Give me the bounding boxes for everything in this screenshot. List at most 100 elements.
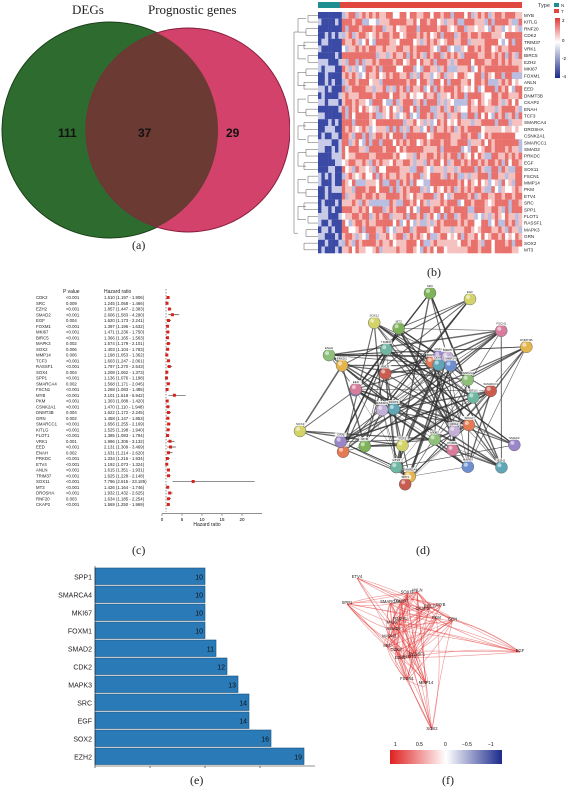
heatmap-cell [511, 192, 516, 200]
heatmap-cell [399, 125, 404, 133]
heatmap-cell [511, 99, 516, 106]
heatmap-cell [443, 226, 448, 234]
heatmap-cell [331, 192, 336, 200]
heatmap-cell [457, 166, 461, 173]
ppi-edge [396, 444, 515, 468]
heatmap-cell [488, 139, 492, 147]
heatmap-cell [386, 219, 390, 227]
heatmap-cell [474, 52, 478, 59]
ppi-node-highlight [426, 289, 430, 293]
heatmap-cell [454, 92, 458, 100]
heatmap-cell [358, 166, 363, 173]
heatmap-cell [430, 199, 434, 207]
corr-node-label: SOX2 [426, 726, 438, 731]
forest-hr-text: 1.656 (1.255 - 2.169) [104, 422, 145, 427]
heatmap-cell [508, 119, 512, 126]
heatmap-cell [341, 152, 346, 160]
heatmap-cell [409, 166, 414, 173]
heatmap-cell [460, 58, 465, 66]
heatmap-cell [498, 226, 502, 234]
heatmap-cell [324, 18, 329, 26]
heatmap-gene-label: PRKDC [524, 154, 541, 159]
heatmap-cell [372, 38, 376, 46]
ppi-node-highlight [360, 442, 365, 447]
heatmap-cell [423, 246, 427, 254]
heatmap-cell [372, 213, 376, 220]
ppi-node-circle [461, 460, 475, 473]
corr-node-label: SPP1 [342, 600, 353, 605]
heatmap-cell [474, 239, 478, 247]
heatmap-cell [440, 233, 444, 240]
heatmap-cell [508, 246, 512, 254]
heatmap-cell [321, 146, 325, 153]
heatmap-cell [450, 213, 455, 220]
heatmap-cell [328, 159, 332, 167]
heatmap-cell [338, 85, 342, 93]
bar-category-label: SMARCA4 [58, 592, 92, 599]
heatmap-cell [464, 213, 468, 220]
heatmap-cell [508, 38, 512, 46]
heatmap-cell [382, 246, 387, 254]
heatmap-cell [409, 72, 414, 80]
heatmap-cell [355, 52, 359, 59]
heatmap-cell [399, 159, 404, 167]
heatmap-cell [447, 139, 451, 147]
heatmap-cell [440, 65, 444, 73]
heatmap-cell [447, 152, 451, 160]
heatmap-cell [365, 25, 370, 33]
heatmap-cell [498, 206, 502, 214]
corr-edge [392, 591, 418, 624]
heatmap-cell [355, 125, 359, 133]
heatmap-cell [501, 125, 506, 133]
heatmap-cell [423, 38, 427, 46]
heatmap-cell [433, 25, 438, 33]
heatmap-cell [392, 206, 397, 214]
heatmap-cell [471, 132, 475, 140]
heatmap-cell [406, 72, 410, 80]
heatmap-cell [501, 65, 506, 73]
heatmap-cell [498, 65, 502, 73]
heatmap-cell [386, 159, 390, 167]
heatmap-cell [386, 125, 390, 133]
heatmap-cell [352, 18, 356, 26]
heatmap-cell [511, 125, 516, 133]
heatmap-cell [365, 186, 370, 193]
heatmap-cells [318, 12, 523, 254]
heatmap-cell [447, 213, 451, 220]
heatmap-cell [474, 119, 478, 126]
heatmap-cell [318, 186, 322, 193]
heatmap-gene-label: CSNK2A1 [524, 134, 545, 139]
heatmap-cell [416, 233, 421, 240]
heatmap-cell [457, 186, 461, 193]
heatmap-cell [386, 92, 390, 100]
heatmap-cell [348, 139, 353, 147]
heatmap-cell [352, 206, 356, 214]
forest-point [166, 405, 170, 409]
ppi-edge [299, 389, 356, 432]
forest-point [166, 411, 170, 414]
heatmap-cell [450, 159, 455, 167]
heatmap-cell [328, 25, 332, 33]
heatmap-cell [437, 206, 441, 214]
heatmap-cell [352, 139, 356, 147]
heatmap-cell [386, 72, 390, 80]
corr-edge [388, 591, 418, 638]
heatmap-cell [372, 32, 376, 39]
heatmap-cell [413, 246, 417, 254]
heatmap-cell [375, 213, 380, 220]
heatmap-cell [515, 18, 519, 26]
corr-node-label: GRN [448, 616, 457, 621]
heatmap-cell [501, 112, 506, 120]
heatmap-cell [474, 199, 478, 207]
heatmap-cell [409, 246, 414, 254]
corr-node-label: SMARCA4 [380, 599, 401, 604]
heatmap-cell [454, 18, 458, 26]
heatmap-cell [348, 233, 353, 240]
forest-hr-text: 1.403 (1.104 - 1.783) [104, 347, 145, 352]
heatmap-cell [399, 166, 404, 173]
heatmap-cell [358, 199, 363, 207]
heatmap-cell [515, 25, 519, 33]
heatmap-cell [345, 99, 349, 106]
heatmap-cell [474, 45, 478, 53]
heatmap-cell [477, 18, 482, 26]
